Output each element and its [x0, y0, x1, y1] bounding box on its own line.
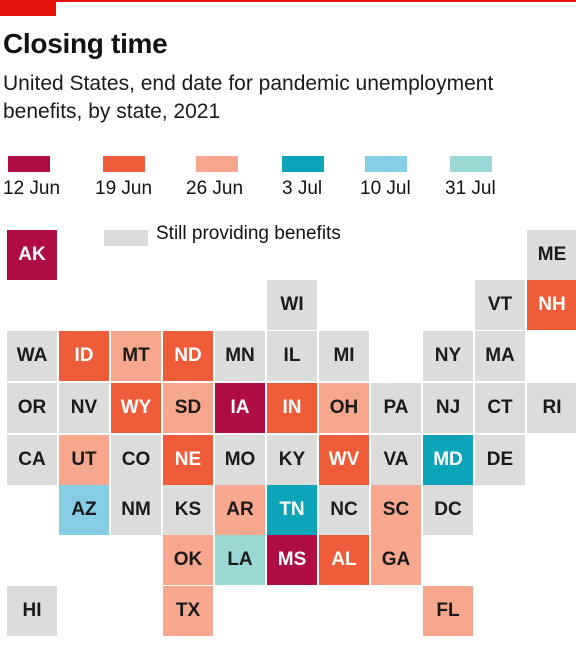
state-tile-nm: NM — [111, 485, 161, 535]
state-tile-mn: MN — [215, 331, 265, 381]
state-tile-wi: WI — [267, 280, 317, 330]
state-tile-nj: NJ — [423, 383, 473, 433]
state-tile-ia: IA — [215, 383, 265, 433]
state-tile-mt: MT — [111, 331, 161, 381]
state-tile-nc: NC — [319, 485, 369, 535]
state-tile-ne: NE — [163, 435, 213, 485]
state-tile-la: LA — [215, 535, 265, 585]
legend-swatch — [450, 156, 492, 172]
state-tile-ok: OK — [163, 535, 213, 585]
state-tile-ar: AR — [215, 485, 265, 535]
state-tile-de: DE — [475, 435, 525, 485]
state-tile-ut: UT — [59, 435, 109, 485]
legend-swatch — [196, 156, 238, 172]
state-tile-oh: OH — [319, 383, 369, 433]
state-tile-fl: FL — [423, 586, 473, 636]
state-tile-al: AL — [319, 535, 369, 585]
legend-label: 12 Jun — [3, 178, 61, 199]
state-tile-nh: NH — [527, 280, 576, 330]
legend: 12 Jun 19 Jun 26 Jun 3 Jul 10 Jul 31 Jul… — [0, 150, 576, 250]
state-tile-ca: CA — [7, 435, 57, 485]
state-tile-mi: MI — [319, 331, 369, 381]
state-tile-wa: WA — [7, 331, 57, 381]
state-tile-ks: KS — [163, 485, 213, 535]
state-tile-ny: NY — [423, 331, 473, 381]
state-tile-ak: AK — [7, 230, 57, 280]
state-tile-nv: NV — [59, 383, 109, 433]
state-tile-ct: CT — [475, 383, 525, 433]
legend-label: Still providing benefits — [156, 223, 341, 244]
state-tile-pa: PA — [371, 383, 421, 433]
legend-label: 26 Jun — [186, 178, 244, 199]
state-tile-ms: MS — [267, 535, 317, 585]
legend-label: 31 Jul — [445, 178, 496, 199]
brand-tag — [0, 0, 56, 16]
state-tile-wv: WV — [319, 435, 369, 485]
state-tile-id: ID — [59, 331, 109, 381]
legend-swatch — [365, 156, 407, 172]
state-tile-vt: VT — [475, 280, 525, 330]
state-tile-co: CO — [111, 435, 161, 485]
state-tile-ky: KY — [267, 435, 317, 485]
state-tile-ri: RI — [527, 383, 576, 433]
state-tile-sc: SC — [371, 485, 421, 535]
state-tile-va: VA — [371, 435, 421, 485]
legend-swatch — [282, 156, 324, 172]
state-tile-il: IL — [267, 331, 317, 381]
legend-label: 10 Jul — [360, 178, 411, 199]
legend-swatch — [8, 156, 50, 172]
state-tile-ga: GA — [371, 535, 421, 585]
state-tile-ma: MA — [475, 331, 525, 381]
state-tile-tx: TX — [163, 586, 213, 636]
state-tile-hi: HI — [7, 586, 57, 636]
chart-title: Closing time — [3, 28, 168, 59]
state-tile-me: ME — [527, 230, 576, 280]
legend-label: 19 Jun — [95, 178, 153, 199]
legend-swatch — [104, 230, 148, 246]
top-rule — [0, 0, 576, 2]
state-tile-md: MD — [423, 435, 473, 485]
state-tile-mo: MO — [215, 435, 265, 485]
state-tile-or: OR — [7, 383, 57, 433]
legend-swatch — [103, 156, 145, 172]
state-tile-in: IN — [267, 383, 317, 433]
state-tile-wy: WY — [111, 383, 161, 433]
state-tile-dc: DC — [423, 485, 473, 535]
state-tile-sd: SD — [163, 383, 213, 433]
state-tile-az: AZ — [59, 485, 109, 535]
chart-subtitle: United States, end date for pandemic une… — [3, 72, 494, 123]
state-tile-tn: TN — [267, 485, 317, 535]
state-tile-nd: ND — [163, 331, 213, 381]
legend-label: 3 Jul — [282, 178, 323, 199]
